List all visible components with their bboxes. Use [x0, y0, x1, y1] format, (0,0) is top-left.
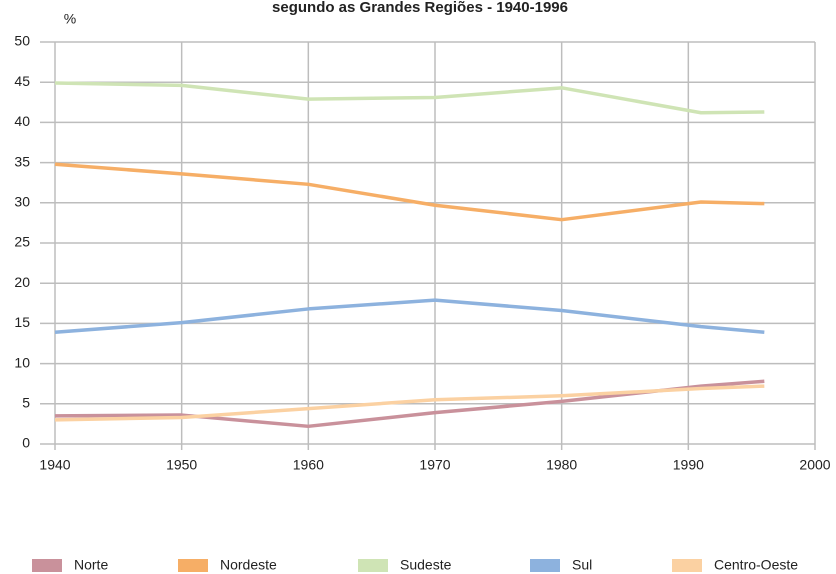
y-tick-label: 10	[14, 354, 30, 370]
legend-label: Sudeste	[400, 557, 452, 573]
y-tick-label: 45	[14, 73, 30, 89]
x-tick-label: 1990	[673, 457, 704, 473]
series-line	[54, 298, 765, 334]
chart-title: segundo as Grandes Regiões - 1940-1996	[272, 0, 568, 16]
y-tick-label: 25	[14, 234, 30, 250]
y-tick-label: 20	[14, 274, 30, 290]
y-tick-label: 40	[14, 113, 30, 129]
series-line	[54, 162, 765, 222]
y-tick-label: 35	[14, 153, 30, 169]
y-axis-label: %	[64, 11, 76, 27]
y-tick-label: 15	[14, 314, 30, 330]
legend-label: Centro-Oeste	[714, 557, 798, 573]
y-tick-label: 0	[22, 435, 30, 451]
x-tick-label: 1950	[166, 457, 197, 473]
series-line	[54, 379, 765, 429]
series-line	[54, 384, 765, 422]
y-tick-label: 50	[14, 33, 30, 49]
legend-swatch	[672, 559, 702, 572]
y-tick-label: 5	[22, 395, 30, 411]
legend-swatch	[530, 559, 560, 572]
x-tick-label: 1980	[546, 457, 577, 473]
legend-swatch	[178, 559, 208, 572]
x-tick-label: 1940	[39, 457, 70, 473]
legend-label: Nordeste	[220, 557, 277, 573]
series-line	[54, 81, 765, 115]
x-tick-label: 2000	[799, 457, 830, 473]
x-tick-label: 1970	[419, 457, 450, 473]
legend-label: Sul	[572, 557, 592, 573]
x-tick-label: 1960	[293, 457, 324, 473]
legend-label: Norte	[74, 557, 108, 573]
legend-swatch	[32, 559, 62, 572]
legend-swatch	[358, 559, 388, 572]
y-tick-label: 30	[14, 194, 30, 210]
